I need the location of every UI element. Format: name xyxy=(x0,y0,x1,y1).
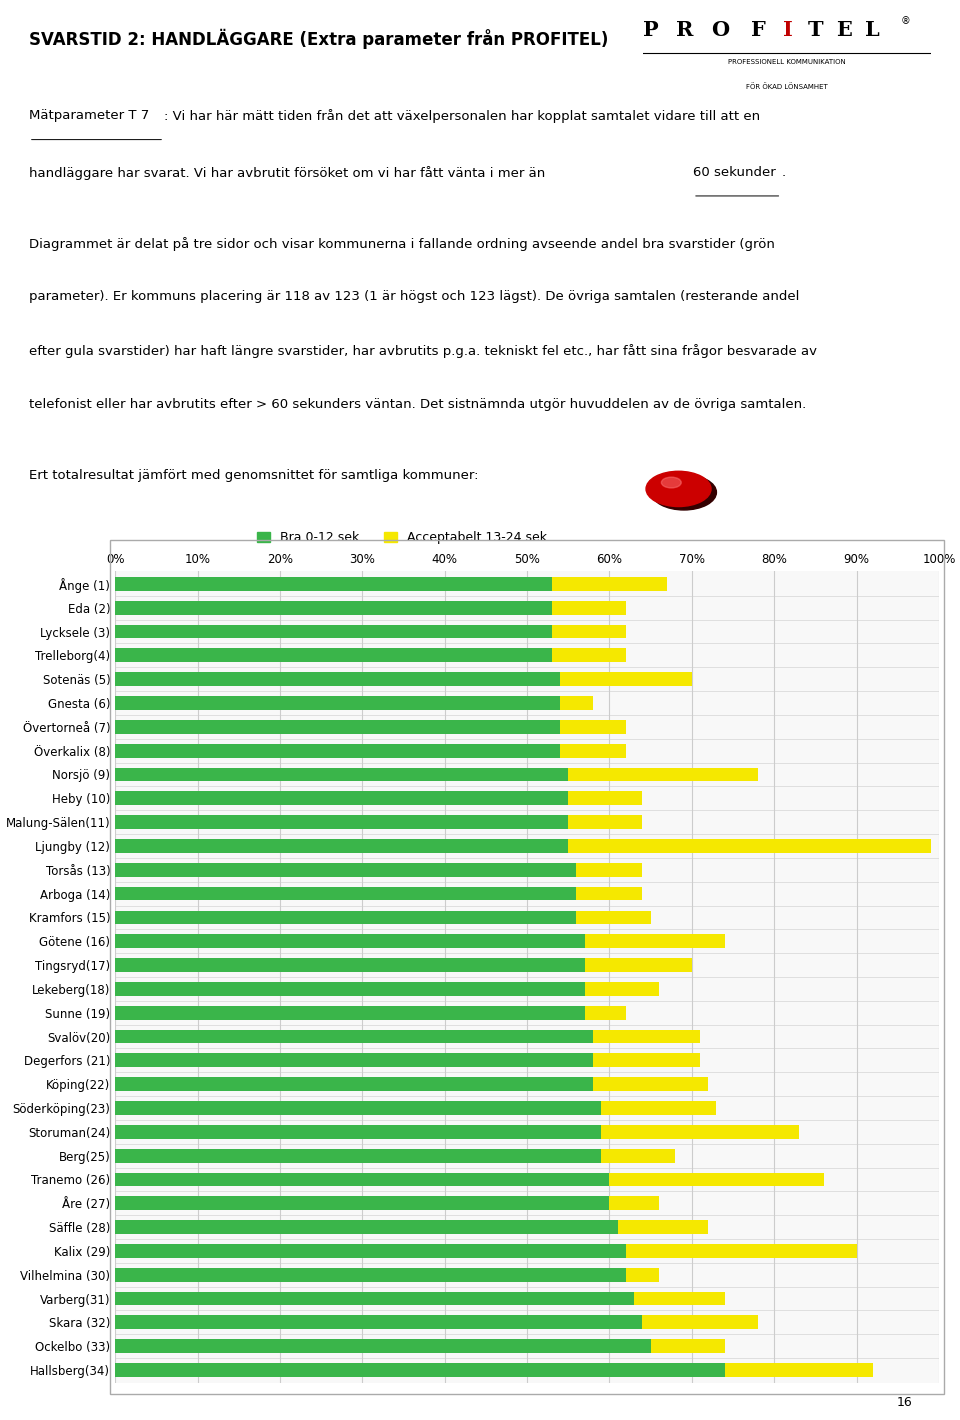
Bar xyxy=(593,1030,700,1044)
Bar xyxy=(115,1005,585,1020)
Bar xyxy=(610,1173,824,1186)
Bar xyxy=(568,768,757,781)
Bar xyxy=(626,1268,659,1282)
Bar xyxy=(593,1078,708,1091)
Bar xyxy=(115,720,560,734)
Bar xyxy=(617,1220,708,1234)
Bar xyxy=(635,1292,725,1305)
Circle shape xyxy=(661,477,682,488)
Text: Diagrammet är delat på tre sidor och visar kommunerna i fallande ordning avseend: Diagrammet är delat på tre sidor och vis… xyxy=(29,237,775,250)
Bar xyxy=(115,1196,610,1210)
Text: E: E xyxy=(836,20,852,40)
Text: parameter). Er kommuns placering är 118 av 123 (1 är högst och 123 lägst). De öv: parameter). Er kommuns placering är 118 … xyxy=(29,291,799,304)
Bar xyxy=(568,791,642,805)
Bar xyxy=(115,577,552,591)
Bar xyxy=(115,1315,642,1329)
Text: I: I xyxy=(783,20,793,40)
Bar xyxy=(560,720,626,734)
Bar xyxy=(115,1244,626,1258)
Bar xyxy=(115,1054,593,1068)
Bar xyxy=(115,815,568,829)
Bar xyxy=(115,983,585,995)
Text: 60 sekunder: 60 sekunder xyxy=(693,166,776,179)
Bar xyxy=(115,649,552,662)
Bar xyxy=(115,1220,617,1234)
Bar xyxy=(115,1173,610,1186)
Bar xyxy=(115,672,560,686)
Bar xyxy=(552,601,626,615)
Text: 16: 16 xyxy=(897,1396,912,1409)
Text: .: . xyxy=(781,166,785,179)
Bar xyxy=(576,863,642,876)
Text: O: O xyxy=(710,20,729,40)
Bar xyxy=(610,1196,659,1210)
Bar xyxy=(585,983,659,995)
Bar xyxy=(585,1005,626,1020)
Text: telefonist eller har avbrutits efter > 60 sekunders väntan. Det sistnämnda utgör: telefonist eller har avbrutits efter > 6… xyxy=(29,398,806,412)
Bar xyxy=(115,839,568,853)
Bar xyxy=(115,625,552,639)
Bar xyxy=(552,649,626,662)
Text: handläggare har svarat. Vi har avbrutit försöket om vi har fått vänta i mer än: handläggare har svarat. Vi har avbrutit … xyxy=(29,166,549,179)
Bar xyxy=(115,934,585,949)
Bar xyxy=(115,1292,635,1305)
Bar xyxy=(115,1268,626,1282)
Text: Mätparameter T 7: Mätparameter T 7 xyxy=(29,109,149,122)
Bar xyxy=(115,791,568,805)
Circle shape xyxy=(646,471,711,507)
Text: T: T xyxy=(807,20,823,40)
Text: R: R xyxy=(676,20,694,40)
Bar xyxy=(115,1030,593,1044)
Text: PROFESSIONELL KOMMUNIKATION: PROFESSIONELL KOMMUNIKATION xyxy=(729,60,846,65)
Bar xyxy=(725,1363,873,1377)
Bar xyxy=(115,910,576,924)
Bar xyxy=(560,744,626,758)
Text: efter gula svarstider) har haft längre svarstider, har avbrutits p.g.a. tekniskt: efter gula svarstider) har haft längre s… xyxy=(29,345,817,358)
Text: SVARSTID 2: HANDLÄGGARE (Extra parameter från PROFITEL): SVARSTID 2: HANDLÄGGARE (Extra parameter… xyxy=(29,28,609,48)
Bar xyxy=(601,1100,716,1115)
Bar xyxy=(626,1244,856,1258)
Bar xyxy=(552,577,667,591)
Bar xyxy=(642,1315,757,1329)
Text: : Vi har här mätt tiden från det att växelpersonalen har kopplat samtalet vidare: : Vi har här mätt tiden från det att väx… xyxy=(164,109,760,124)
Bar xyxy=(585,934,725,949)
Bar xyxy=(585,959,692,971)
Bar xyxy=(601,1125,799,1139)
Bar xyxy=(115,959,585,971)
Text: F: F xyxy=(752,20,766,40)
Bar xyxy=(115,1363,725,1377)
Bar xyxy=(593,1054,700,1068)
Circle shape xyxy=(652,474,716,510)
Bar xyxy=(568,815,642,829)
Bar xyxy=(115,886,576,900)
Text: P: P xyxy=(643,20,659,40)
Bar xyxy=(115,1125,601,1139)
Bar xyxy=(115,1149,601,1163)
Bar xyxy=(576,886,642,900)
Bar xyxy=(568,839,930,853)
Bar xyxy=(115,696,560,710)
Legend: Bra 0-12 sek, Acceptabelt 13-24 sek: Bra 0-12 sek, Acceptabelt 13-24 sek xyxy=(252,525,552,550)
Bar xyxy=(552,625,626,639)
Bar xyxy=(651,1339,725,1353)
Text: FÖR ÖKAD LÖNSAMHET: FÖR ÖKAD LÖNSAMHET xyxy=(746,82,828,89)
Bar xyxy=(115,744,560,758)
Bar xyxy=(115,768,568,781)
Text: L: L xyxy=(865,20,879,40)
Text: Ert totalresultat jämfört med genomsnittet för samtliga kommuner:: Ert totalresultat jämfört med genomsnitt… xyxy=(29,469,478,483)
Bar xyxy=(115,1078,593,1091)
Bar xyxy=(115,863,576,876)
Bar xyxy=(115,1100,601,1115)
Bar xyxy=(576,910,651,924)
Bar xyxy=(601,1149,675,1163)
Text: ®: ® xyxy=(900,16,911,26)
Bar xyxy=(115,601,552,615)
Bar xyxy=(560,696,593,710)
Bar xyxy=(115,1339,651,1353)
Bar xyxy=(560,672,692,686)
